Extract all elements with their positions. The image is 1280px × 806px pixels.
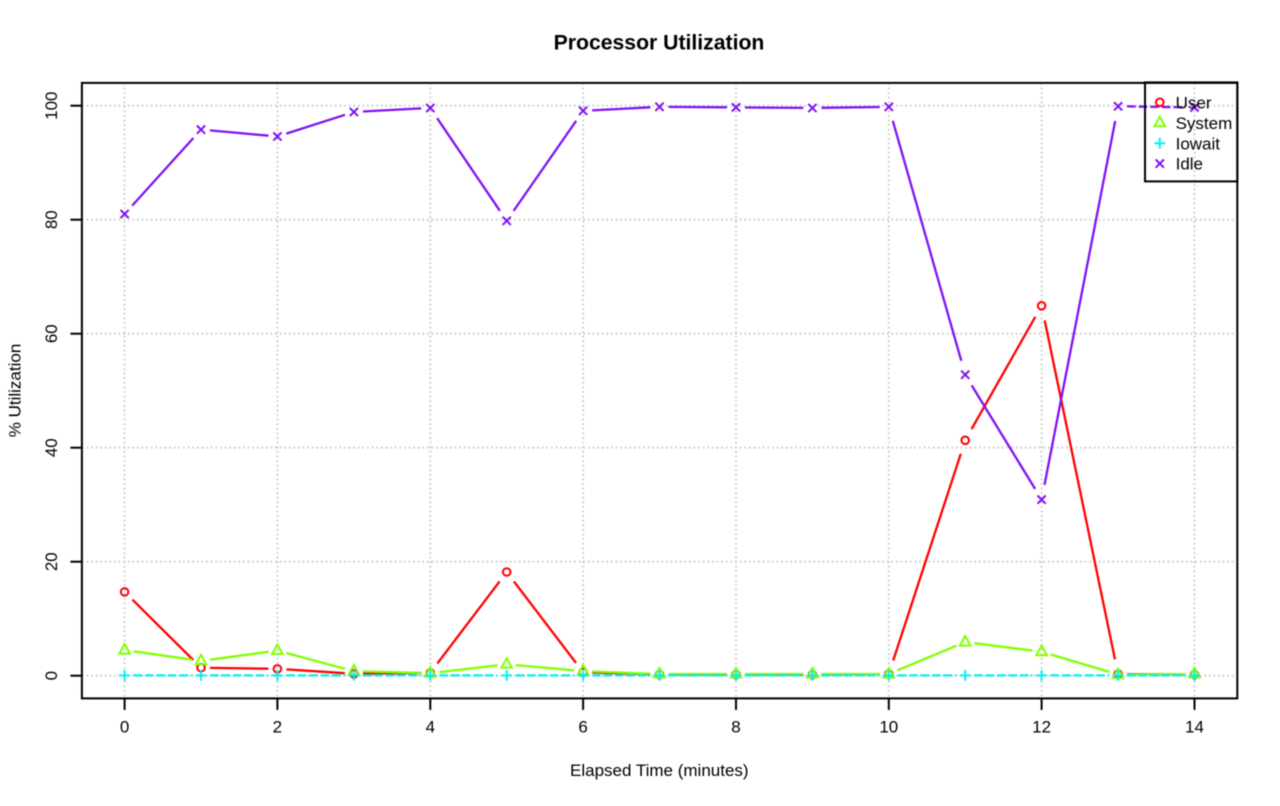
svg-text:Elapsed Time (minutes): Elapsed Time (minutes) [570,761,749,780]
svg-text:Idle: Idle [1176,155,1203,174]
svg-text:80: 80 [42,210,61,229]
svg-text:0: 0 [120,718,129,737]
svg-text:20: 20 [42,552,61,571]
svg-text:System: System [1176,114,1233,133]
svg-text:% Utilization: % Utilization [6,344,25,438]
svg-text:8: 8 [731,718,740,737]
svg-text:User: User [1176,93,1212,112]
svg-text:4: 4 [426,718,435,737]
svg-text:40: 40 [42,438,61,457]
svg-text:6: 6 [578,718,587,737]
svg-text:14: 14 [1185,718,1204,737]
svg-text:2: 2 [273,718,282,737]
svg-text:100: 100 [42,92,61,120]
svg-text:Processor Utilization: Processor Utilization [554,32,765,55]
svg-text:60: 60 [42,324,61,343]
svg-text:Iowait: Iowait [1176,134,1221,153]
svg-text:0: 0 [42,671,61,680]
svg-text:12: 12 [1032,718,1051,737]
svg-text:10: 10 [879,718,898,737]
